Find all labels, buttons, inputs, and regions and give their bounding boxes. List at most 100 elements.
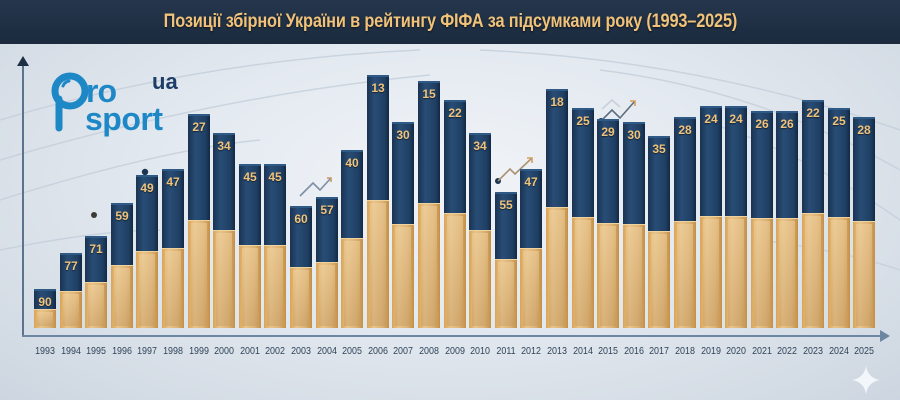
x-tick-label: 2019 <box>701 345 721 357</box>
bar-base-segment <box>725 216 747 328</box>
x-tick-label: 2007 <box>393 345 413 357</box>
bar-base-segment <box>444 213 466 328</box>
bar-value-label: 77 <box>64 259 78 273</box>
bar-rank-segment <box>674 117 696 221</box>
bar-1995: 71 <box>85 236 107 328</box>
bar-rank-segment <box>546 89 568 207</box>
logo-text-ro: ro <box>86 73 117 109</box>
bar-base-segment <box>572 217 594 328</box>
bar-2024: 25 <box>828 108 850 328</box>
bar-base-segment <box>136 251 158 328</box>
bar-2016: 30 <box>623 122 645 328</box>
bar-value-label: 29 <box>601 125 615 139</box>
bar-base-segment <box>290 267 312 328</box>
x-tick-label: 2024 <box>829 345 849 357</box>
bar-rank-segment <box>34 289 56 309</box>
x-tick-label: 2009 <box>445 345 465 357</box>
x-tick-label: 1997 <box>137 345 157 357</box>
bar-base-segment <box>341 238 363 328</box>
x-tick-label: 2017 <box>649 345 669 357</box>
bar-2020: 24 <box>725 106 747 328</box>
x-tick-label: 2011 <box>496 345 516 357</box>
x-tick-label: 2018 <box>675 345 695 357</box>
bar-2008: 15 <box>418 81 440 328</box>
title-bar: Позиції збірної України в рейтингу ФІФА … <box>0 0 900 44</box>
bar-value-label: 18 <box>550 95 564 109</box>
bar-2007: 30 <box>392 122 414 328</box>
bar-value-label: 26 <box>780 117 794 131</box>
bar-value-label: 27 <box>192 120 206 134</box>
x-tick-label: 2021 <box>752 345 772 357</box>
bar-value-label: 28 <box>857 123 871 137</box>
bar-2012: 47 <box>520 169 542 328</box>
bar-1993: 90 <box>34 289 56 328</box>
bar-base-segment <box>495 259 517 328</box>
x-tick-label: 2022 <box>777 345 797 357</box>
y-axis-line <box>22 64 24 337</box>
x-tick-label: 2014 <box>573 345 593 357</box>
bar-2013: 18 <box>546 89 568 328</box>
bar-value-label: 26 <box>755 117 769 131</box>
bar-value-label: 59 <box>115 209 129 223</box>
bar-value-label: 35 <box>652 142 666 156</box>
bar-2000: 34 <box>213 133 235 328</box>
x-tick-label: 1998 <box>163 345 183 357</box>
bar-base-segment <box>776 218 798 328</box>
x-axis-arrow-icon <box>880 330 890 342</box>
bar-value-label: 71 <box>89 242 103 256</box>
bar-base-segment <box>546 207 568 328</box>
x-tick-label: 2025 <box>854 345 874 357</box>
bar-2009: 22 <box>444 100 466 328</box>
bar-1997: 49 <box>136 175 158 328</box>
bar-1999: 27 <box>188 114 210 328</box>
x-tick-label: 2020 <box>726 345 746 357</box>
chart-title: Позиції збірної України в рейтингу ФІФА … <box>163 11 737 32</box>
x-tick-label: 2005 <box>342 345 362 357</box>
bar-rank-segment <box>572 108 594 217</box>
bar-rank-segment <box>495 192 517 259</box>
bar-value-label: 15 <box>422 87 436 101</box>
bar-rank-segment <box>725 106 747 216</box>
bar-value-label: 25 <box>832 114 846 128</box>
bar-value-label: 24 <box>729 112 743 126</box>
bar-value-label: 45 <box>243 170 257 184</box>
bar-value-label: 34 <box>217 139 231 153</box>
bar-2010: 34 <box>469 133 491 328</box>
bar-rank-segment <box>853 117 875 221</box>
bar-value-label: 34 <box>473 139 487 153</box>
bar-rank-segment <box>213 133 235 230</box>
x-tick-label: 2023 <box>803 345 823 357</box>
bar-2011: 55 <box>495 192 517 328</box>
bar-rank-segment <box>444 100 466 213</box>
bar-base-segment <box>700 216 722 328</box>
bar-value-label: 28 <box>678 123 692 137</box>
bar-value-label: 90 <box>38 295 52 309</box>
bar-1994: 77 <box>60 253 82 328</box>
bar-base-segment <box>367 200 389 328</box>
bar-base-segment <box>828 217 850 328</box>
x-tick-label: 2004 <box>317 345 337 357</box>
bar-base-segment <box>520 248 542 328</box>
x-tick-label: 1999 <box>189 345 209 357</box>
bar-rank-segment <box>520 169 542 248</box>
x-axis-line <box>22 335 882 337</box>
bar-base-segment <box>60 291 82 328</box>
bar-base-segment <box>623 224 645 328</box>
bar-rank-segment <box>418 81 440 203</box>
bar-rank-segment <box>188 114 210 220</box>
bar-base-segment <box>674 221 696 328</box>
bar-rank-segment <box>469 133 491 230</box>
bar-base-segment <box>751 218 773 328</box>
bar-base-segment <box>85 282 107 328</box>
x-tick-label: 2001 <box>240 345 260 357</box>
bar-base-segment <box>264 245 286 328</box>
bar-rank-segment <box>60 253 82 291</box>
x-tick-label: 2006 <box>368 345 388 357</box>
x-tick-label: 2008 <box>419 345 439 357</box>
bar-2025: 28 <box>853 117 875 328</box>
bar-value-label: 55 <box>499 198 513 212</box>
bar-rank-segment <box>776 111 798 218</box>
prosport-logo: ro ua sport <box>50 65 190 145</box>
bar-2003: 60 <box>290 206 312 328</box>
